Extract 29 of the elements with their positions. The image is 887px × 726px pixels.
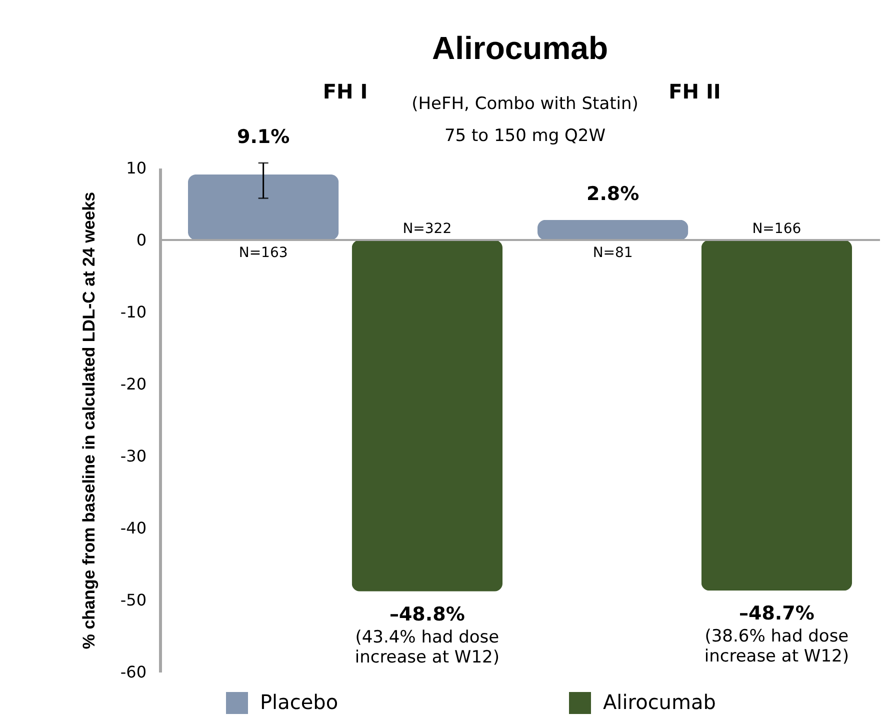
data-label: 2.8%	[586, 182, 640, 205]
y-tick-label: 10	[126, 158, 146, 178]
data-label: –48.7%	[738, 602, 814, 625]
bar	[701, 240, 852, 591]
legend-label: Alirocumab	[603, 690, 716, 714]
annotation: N=81	[592, 245, 633, 261]
y-tick-label: -60	[120, 662, 146, 682]
annotation: N=322	[402, 221, 452, 237]
chart-subtitle: (HeFH, Combo with Statin) 75 to 150 mg Q2W	[412, 94, 638, 146]
y-tick-label: -10	[120, 302, 146, 322]
annotation: (38.6% had dose increase at W12)	[704, 626, 849, 667]
bar	[537, 220, 688, 240]
annotation: N=166	[752, 221, 802, 237]
x-tick-label: FH I	[322, 80, 368, 104]
data-label: 9.1%	[236, 126, 290, 148]
data-label: –48.8%	[389, 603, 465, 626]
y-tick-label: -30	[120, 446, 146, 466]
chart-title: Alirocumab	[432, 30, 608, 66]
annotation: N=163	[238, 245, 288, 261]
y-axis-title: % change from baseline in calculated LDL-C at 24 weeks	[79, 192, 98, 650]
y-tick-label: -40	[120, 518, 146, 538]
annotation: (43.4% had dose increase at W12)	[354, 627, 500, 668]
y-tick-label: -50	[120, 590, 146, 610]
y-tick-label: -20	[120, 374, 146, 394]
y-tick-label: 0	[136, 230, 146, 250]
legend-label: Placebo	[260, 690, 338, 714]
x-tick-label: FH II	[668, 80, 721, 104]
bar	[188, 174, 339, 240]
bar	[352, 240, 503, 592]
